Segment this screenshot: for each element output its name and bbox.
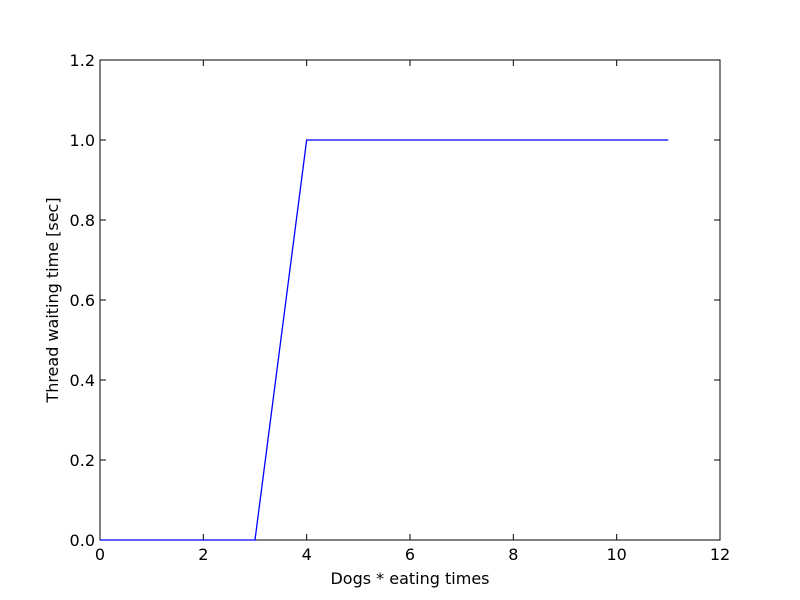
y-axis-label: Thread waiting time [sec] bbox=[43, 197, 62, 403]
y-tick-label: 0.6 bbox=[70, 291, 95, 310]
x-tick-label: 8 bbox=[508, 545, 518, 564]
y-axis-ticks: 0.0 0.2 0.4 0.6 0.8 1.0 1.2 bbox=[70, 51, 720, 550]
x-tick-label: 6 bbox=[405, 545, 415, 564]
x-tick-label: 4 bbox=[302, 545, 312, 564]
y-tick-label: 1.0 bbox=[70, 131, 95, 150]
x-tick-label: 12 bbox=[710, 545, 730, 564]
y-tick-label: 0.2 bbox=[70, 451, 95, 470]
series-line bbox=[100, 139, 669, 541]
x-tick-label: 10 bbox=[606, 545, 626, 564]
plot-area bbox=[99, 59, 721, 541]
y-tick-label: 1.2 bbox=[70, 51, 95, 70]
x-axis-label: Dogs * eating times bbox=[330, 569, 489, 588]
x-axis-ticks: 0 2 4 6 8 10 12 bbox=[95, 60, 730, 564]
y-tick-label: 0.4 bbox=[70, 371, 95, 390]
series-layer bbox=[100, 139, 669, 541]
y-tick-label: 0.8 bbox=[70, 211, 95, 230]
x-tick-label: 2 bbox=[198, 545, 208, 564]
x-tick-label: 0 bbox=[95, 545, 105, 564]
y-tick-label: 0.0 bbox=[70, 531, 95, 550]
